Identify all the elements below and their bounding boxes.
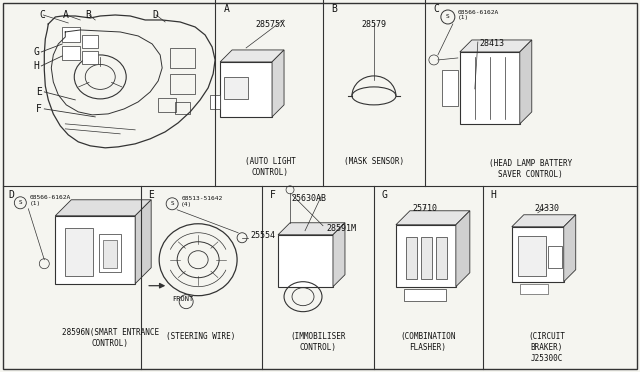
FancyBboxPatch shape <box>220 62 272 117</box>
FancyBboxPatch shape <box>83 51 98 64</box>
Text: (AUTO LIGHT
CONTROL): (AUTO LIGHT CONTROL) <box>244 157 296 177</box>
Polygon shape <box>520 40 532 124</box>
Text: H: H <box>33 61 39 71</box>
Polygon shape <box>55 200 151 216</box>
FancyBboxPatch shape <box>548 246 562 268</box>
Polygon shape <box>220 50 284 62</box>
Text: 28591M: 28591M <box>326 224 356 233</box>
FancyBboxPatch shape <box>518 236 546 276</box>
Text: S: S <box>19 200 22 205</box>
Text: G: G <box>382 190 388 200</box>
FancyBboxPatch shape <box>406 237 417 279</box>
Text: B: B <box>331 4 337 14</box>
Text: 08513-51642
(4): 08513-51642 (4) <box>181 196 222 207</box>
Text: (STEERING WIRE): (STEERING WIRE) <box>166 332 236 341</box>
FancyBboxPatch shape <box>460 52 520 124</box>
Text: (IMMOBILISER
CONTROL): (IMMOBILISER CONTROL) <box>291 332 346 352</box>
Text: D: D <box>8 190 14 200</box>
Text: (MASK SENSOR): (MASK SENSOR) <box>344 157 404 166</box>
Text: 25710: 25710 <box>412 204 437 213</box>
Text: 28579: 28579 <box>362 20 387 29</box>
Text: 24330: 24330 <box>534 204 559 213</box>
FancyBboxPatch shape <box>210 95 220 109</box>
Polygon shape <box>456 211 470 287</box>
FancyBboxPatch shape <box>103 240 117 268</box>
Polygon shape <box>396 211 470 225</box>
Text: A: A <box>62 10 68 20</box>
FancyBboxPatch shape <box>62 27 80 42</box>
Text: 08566-6162A
(1): 08566-6162A (1) <box>458 10 499 20</box>
FancyBboxPatch shape <box>436 237 447 279</box>
FancyBboxPatch shape <box>65 228 93 276</box>
Polygon shape <box>333 223 345 287</box>
FancyBboxPatch shape <box>278 235 333 287</box>
Text: D: D <box>152 10 158 20</box>
Text: F: F <box>36 104 42 114</box>
Text: 08566-6162A
(1): 08566-6162A (1) <box>29 195 70 206</box>
FancyBboxPatch shape <box>396 225 456 287</box>
FancyBboxPatch shape <box>224 77 248 99</box>
Text: H: H <box>491 190 497 200</box>
Text: 28596N(SMART ENTRANCE
CONTROL): 28596N(SMART ENTRANCE CONTROL) <box>61 328 159 348</box>
Text: 28413: 28413 <box>480 39 505 48</box>
Text: E: E <box>36 87 42 97</box>
FancyBboxPatch shape <box>512 227 564 282</box>
Text: (CIRCUIT
BRAKER)
J25300C: (CIRCUIT BRAKER) J25300C <box>528 332 565 363</box>
Text: S: S <box>170 201 174 206</box>
Polygon shape <box>564 215 576 282</box>
Polygon shape <box>512 215 576 227</box>
Text: E: E <box>148 190 154 200</box>
Text: A: A <box>224 4 230 14</box>
Text: C: C <box>40 10 45 20</box>
FancyBboxPatch shape <box>404 289 446 301</box>
Polygon shape <box>272 50 284 117</box>
Polygon shape <box>135 200 151 284</box>
Text: 28575X: 28575X <box>255 20 285 29</box>
Polygon shape <box>460 40 532 52</box>
FancyBboxPatch shape <box>55 216 135 284</box>
FancyBboxPatch shape <box>99 234 121 272</box>
Text: 25630AB: 25630AB <box>291 194 326 203</box>
FancyBboxPatch shape <box>442 70 458 106</box>
Text: F: F <box>270 190 276 200</box>
Text: (COMBINATION
FLASHER): (COMBINATION FLASHER) <box>400 332 456 352</box>
FancyBboxPatch shape <box>421 237 432 279</box>
FancyBboxPatch shape <box>83 35 98 48</box>
FancyBboxPatch shape <box>520 284 548 294</box>
Text: G: G <box>33 47 39 57</box>
Text: (HEAD LAMP BATTERY
SAVER CONTROL): (HEAD LAMP BATTERY SAVER CONTROL) <box>489 159 572 179</box>
Text: C: C <box>433 4 439 14</box>
Text: 25554: 25554 <box>250 231 275 240</box>
Text: B: B <box>85 10 91 20</box>
FancyBboxPatch shape <box>62 46 80 60</box>
Text: FRONT: FRONT <box>172 296 193 302</box>
Polygon shape <box>278 223 345 235</box>
Text: S: S <box>446 15 450 19</box>
